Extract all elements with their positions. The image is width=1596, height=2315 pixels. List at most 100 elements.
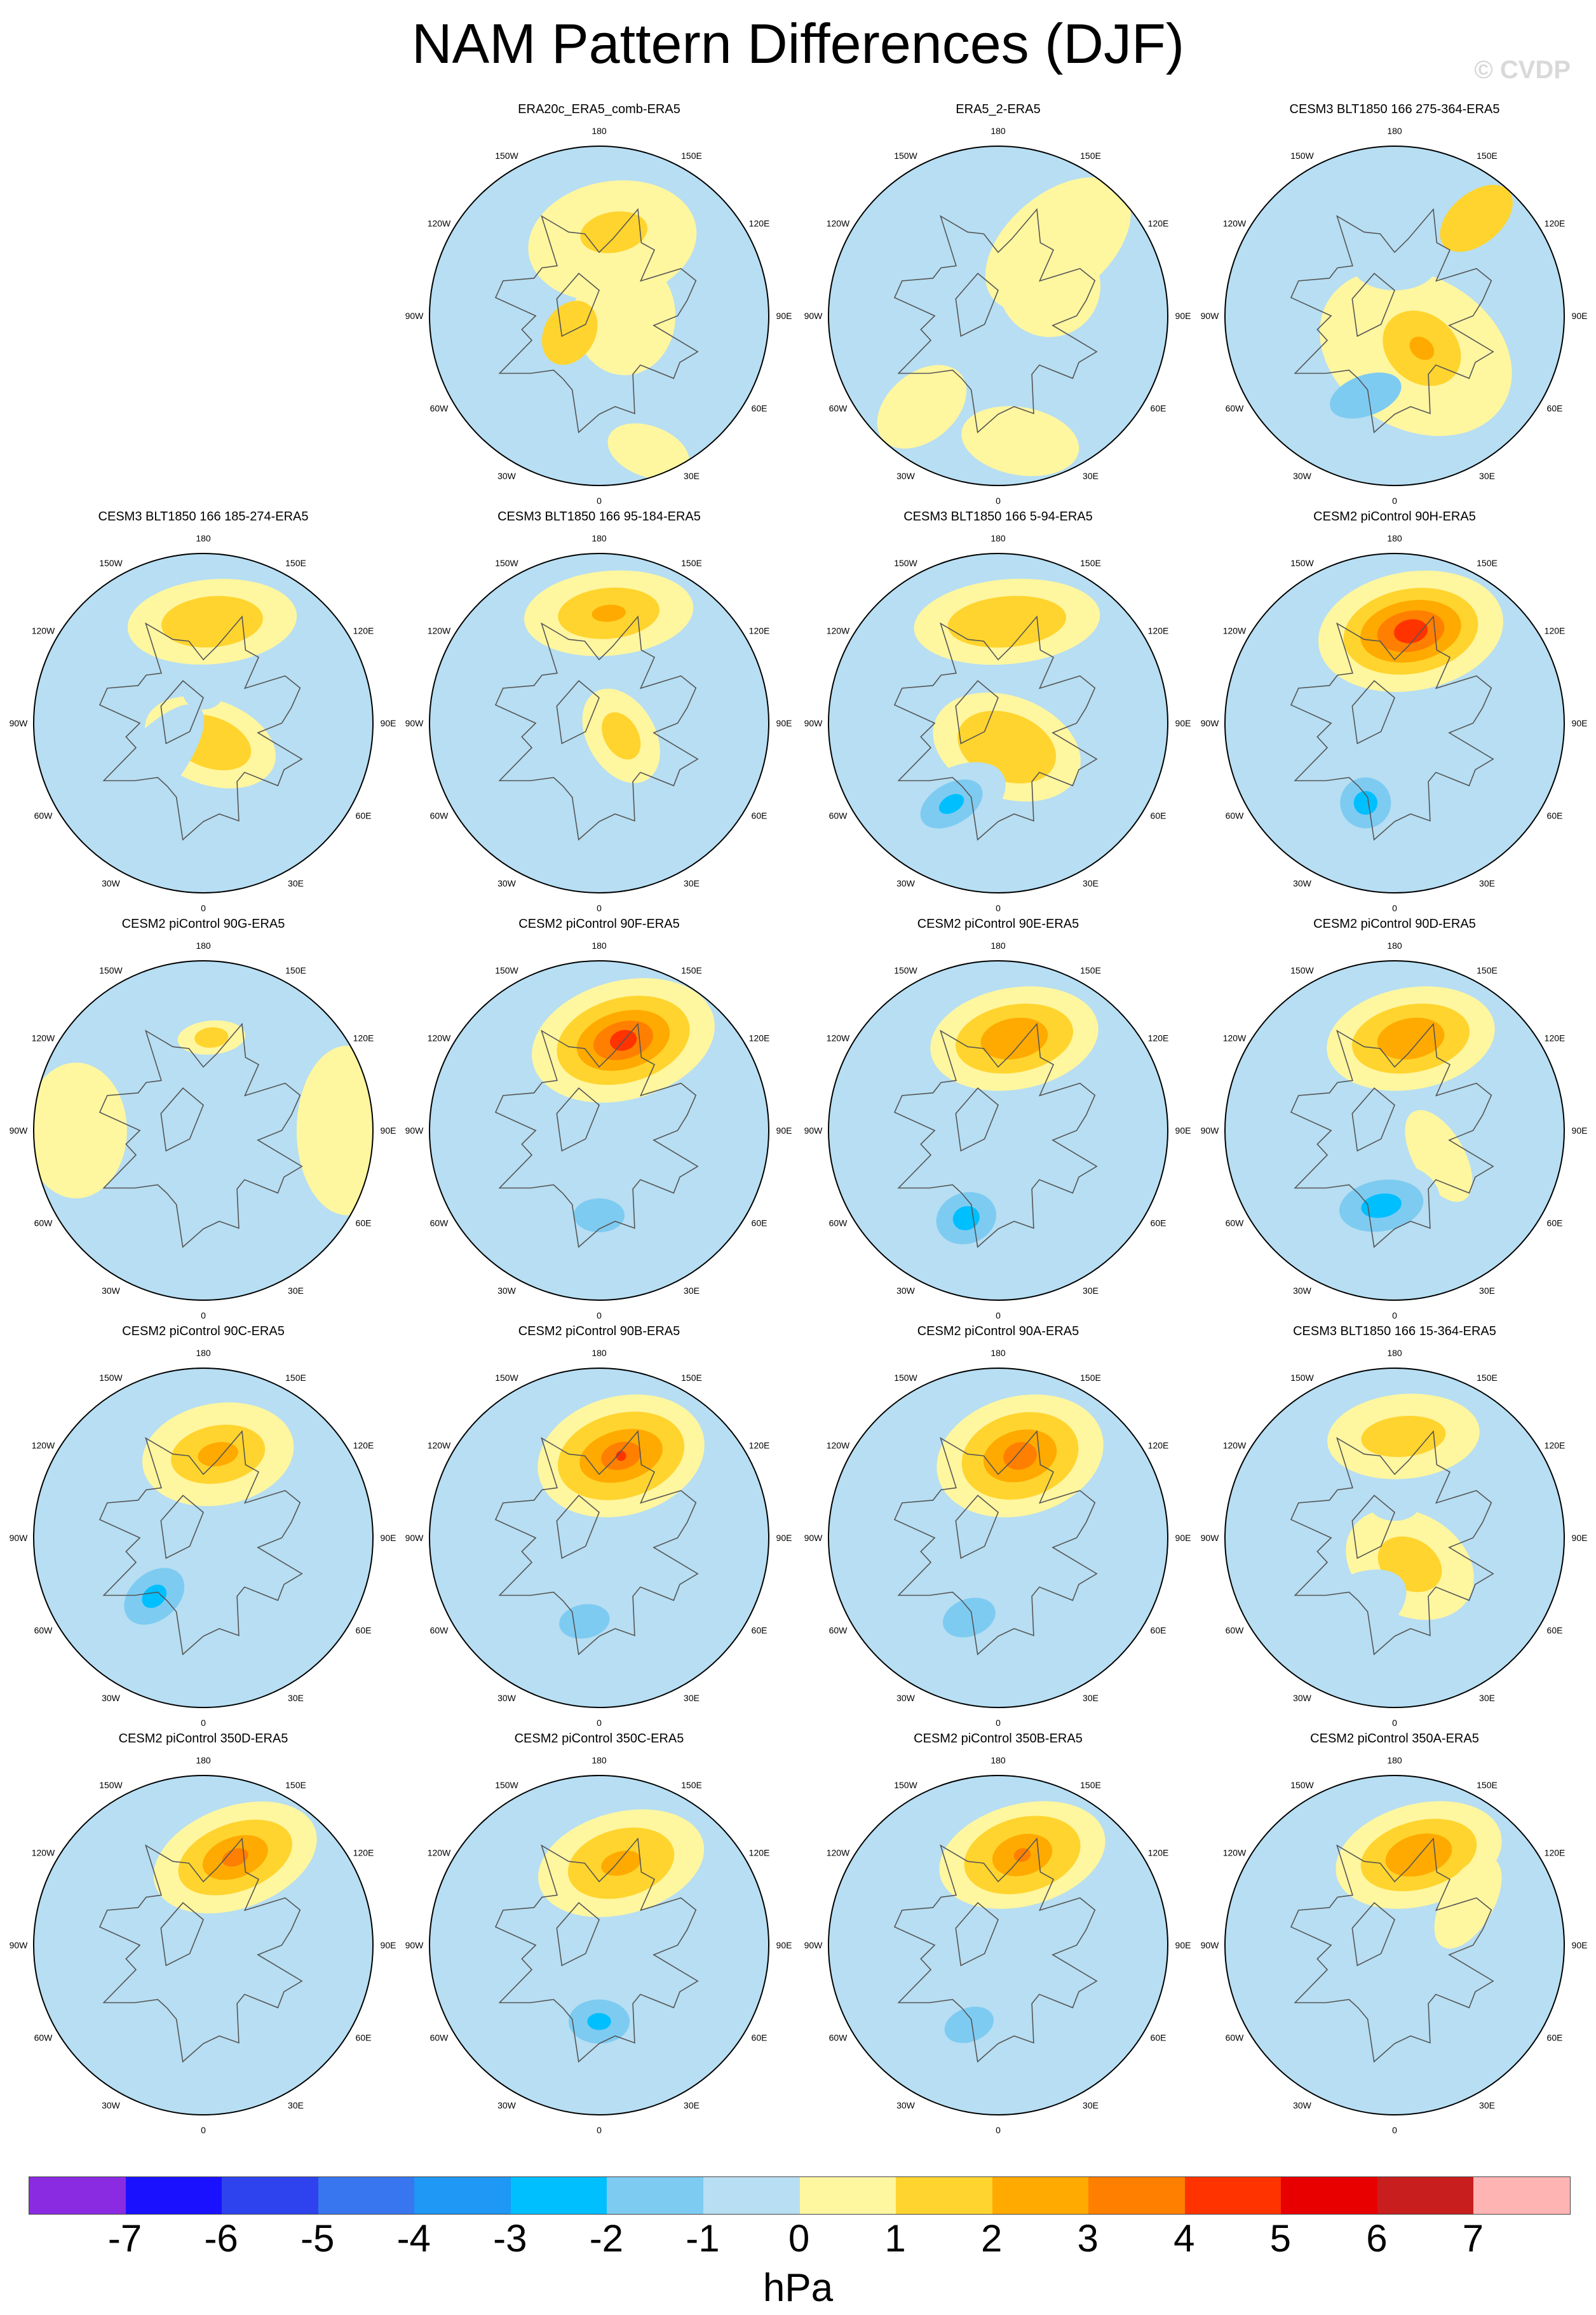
map-border	[1224, 553, 1565, 893]
map-border	[33, 960, 374, 1301]
longitude-label: 90E	[1572, 1940, 1588, 1950]
colorbar-cell	[1281, 2177, 1377, 2214]
map-panel: CESM2 piControl 350D-ERA5 180 150E 120E 90E 6…	[10, 1732, 396, 2135]
longitude-label: 90W	[1201, 311, 1220, 321]
negative-anomaly	[952, 1205, 980, 1231]
contour-field	[1225, 553, 1564, 893]
longitude-label: 150W	[894, 151, 917, 161]
longitude-label: 30E	[1083, 471, 1099, 481]
panel-title: CESM2 piControl 350D-ERA5	[119, 1732, 288, 1746]
longitude-label: 30W	[102, 878, 121, 888]
longitude-label: 30W	[896, 878, 916, 888]
positive-anomaly	[1405, 1110, 1473, 1202]
longitude-label: 60W	[829, 404, 848, 414]
longitude-label: 150W	[1290, 151, 1314, 161]
longitude-label: 180	[592, 1348, 607, 1358]
longitude-label: 120W	[428, 626, 451, 636]
colorbar-cell	[896, 2177, 992, 2214]
negative-anomaly	[142, 1584, 167, 1608]
longitude-label: 30E	[684, 1693, 700, 1703]
map-panel: CESM2 piControl 90G-ERA5 180 150E 120E 90E 60…	[10, 917, 396, 1320]
longitude-label: 0	[1392, 903, 1397, 913]
longitude-label: 0	[597, 1718, 602, 1728]
contour-field	[429, 961, 769, 1300]
negative-anomaly	[559, 1604, 610, 1639]
longitude-label: 90E	[776, 1125, 792, 1136]
panel-title: CESM2 piControl 350A-ERA5	[1310, 1732, 1479, 1746]
longitude-label: 120E	[1148, 1848, 1169, 1858]
longitude-label: 60E	[356, 2033, 372, 2043]
contour-field	[429, 1368, 769, 1707]
negative-anomaly	[944, 2006, 994, 2044]
map-border	[33, 1775, 374, 2115]
longitude-label: 0	[996, 903, 1001, 913]
map-border	[429, 553, 769, 893]
longitude-label: 180	[1387, 1755, 1402, 1765]
negative-anomaly	[1330, 372, 1402, 419]
positive-anomaly	[161, 595, 263, 648]
longitude-label: 60E	[356, 1626, 372, 1636]
longitude-label: 90W	[1201, 1533, 1220, 1543]
longitude-label: 30W	[497, 2100, 517, 2110]
longitude-label: 30E	[684, 1286, 700, 1296]
longitude-label: 120W	[428, 219, 451, 229]
longitude-label: 150W	[495, 558, 518, 568]
longitude-label: 30E	[1479, 471, 1495, 481]
positive-anomaly	[1003, 1442, 1037, 1470]
longitude-label: 60E	[356, 811, 372, 821]
longitude-label: 150E	[285, 1780, 306, 1790]
contour-field	[828, 1368, 1168, 1707]
longitude-label: 60W	[1226, 1626, 1245, 1636]
longitude-label: 90E	[1175, 311, 1191, 321]
page-title: NAM Pattern Differences (DJF)	[411, 12, 1184, 75]
longitude-label: 180	[1387, 1348, 1402, 1358]
negative-anomaly	[1322, 1972, 1421, 2046]
positive-anomaly	[961, 406, 1079, 477]
longitude-label: 150E	[1080, 558, 1101, 568]
longitude-label: 30W	[1293, 1693, 1312, 1703]
colorbar-tick-label: 6	[1366, 2217, 1388, 2260]
longitude-label: 30W	[896, 2100, 916, 2110]
longitude-label: 90W	[10, 1125, 29, 1136]
colorbar-tick-label: 0	[788, 2217, 810, 2260]
longitude-label: 90E	[1572, 1125, 1588, 1136]
longitude-label: 150W	[1290, 965, 1314, 975]
longitude-label: 0	[1392, 1310, 1397, 1320]
longitude-label: 90W	[1201, 718, 1220, 728]
longitude-label: 180	[991, 940, 1006, 951]
longitude-label: 120E	[353, 1848, 374, 1858]
positive-anomaly	[980, 1017, 1048, 1060]
longitude-label: 90E	[381, 718, 396, 728]
positive-anomaly	[296, 1045, 373, 1216]
map-panel: CESM2 piControl 90E-ERA5 180 150E 120E 90E 60…	[804, 917, 1191, 1320]
colorbar-cell	[1473, 2177, 1570, 2214]
colorbar-tick-label: -1	[686, 2217, 720, 2260]
longitude-label: 120W	[827, 1033, 850, 1043]
longitude-label: 150E	[1080, 1373, 1101, 1383]
longitude-label: 180	[1387, 126, 1402, 136]
contour-field	[828, 961, 1168, 1300]
map-border	[429, 960, 769, 1301]
longitude-label: 120W	[428, 1441, 451, 1451]
longitude-label: 90W	[405, 311, 424, 321]
longitude-label: 120E	[1545, 1848, 1566, 1858]
colorbar-cell	[703, 2177, 800, 2214]
coastlines	[98, 615, 303, 841]
longitude-label: 180	[592, 940, 607, 951]
map-panel: CESM3 BLT1850 166 5-94-ERA5 180 150E 120E 90…	[804, 510, 1191, 913]
longitude-label: 30E	[1479, 1286, 1495, 1296]
contour-field	[1225, 961, 1564, 1300]
colorbar-cell	[414, 2177, 511, 2214]
longitude-label: 150E	[681, 965, 702, 975]
longitude-label: 60E	[752, 1626, 768, 1636]
longitude-label: 0	[1392, 2125, 1397, 2135]
positive-anomaly	[602, 712, 641, 760]
longitude-label: 120E	[1148, 1033, 1169, 1043]
longitude-label: 180	[196, 940, 211, 951]
colorbar-cell	[992, 2177, 1089, 2214]
longitude-label: 120E	[1545, 1033, 1566, 1043]
contour-field	[34, 553, 373, 893]
positive-anomaly	[609, 1029, 637, 1051]
longitude-label: 90E	[1175, 1533, 1191, 1543]
longitude-label: 120E	[749, 1848, 770, 1858]
